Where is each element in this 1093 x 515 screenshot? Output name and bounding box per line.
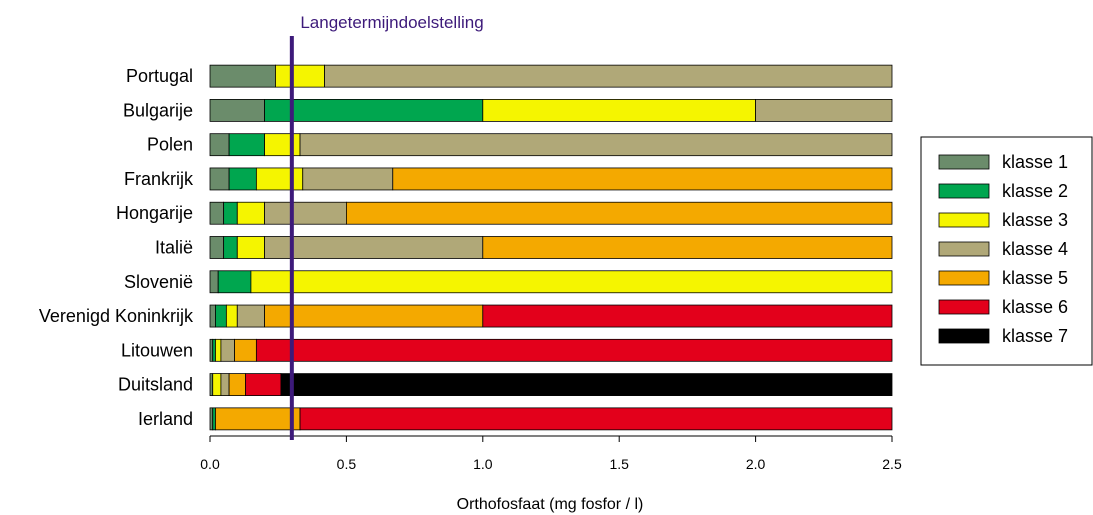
bar-segment-frankrijk-klasse-2	[228, 167, 257, 191]
x-axis-title: Orthofosfaat (mg fosfor / l)	[457, 496, 644, 513]
bar-segment-frankrijk-klasse-4	[302, 167, 394, 191]
bar-segment-frankrijk-klasse-1	[209, 167, 230, 191]
legend: klasse 1 klasse 2 klasse 3 klasse 4 klasse 5…	[920, 136, 1093, 366]
legend-label-klasse-1: klasse 1	[1002, 152, 1068, 172]
bar-segment-polen-klasse-4	[299, 133, 893, 157]
category-label-frankrijk: Frankrijk	[124, 169, 194, 189]
bar-segment-verenigd-koninkrijk-klasse-4	[236, 304, 265, 328]
category-label-polen: Polen	[147, 135, 193, 155]
legend-label-klasse-5: klasse 5	[1002, 268, 1068, 288]
bar-segment-frankrijk-klasse-5	[392, 167, 893, 191]
x-tick-label: 0.0	[200, 456, 220, 472]
bar-segment-hongarije-klasse-1	[209, 201, 225, 225]
x-axis: 0.0 0.5 1.0 1.5 2.0 2.5	[200, 435, 902, 472]
bar-segment-bulgarije-klasse-1	[209, 99, 265, 122]
bar-segment-verenigd-koninkrijk-klasse-3	[225, 304, 238, 328]
legend-label-klasse-3: klasse 3	[1002, 210, 1068, 230]
legend-label-klasse-6: klasse 6	[1002, 297, 1068, 317]
bar-segment-ierland-klasse-2	[212, 407, 216, 431]
category-label-ierland: Ierland	[138, 409, 193, 429]
bar-segment-slovenie-klasse-3	[250, 270, 893, 294]
bar-segment-litouwen-klasse-3	[215, 338, 222, 362]
legend-swatch-klasse-5	[938, 270, 990, 286]
bar-segment-portugal-klasse-3	[275, 64, 325, 88]
bar-segment-hongarije-klasse-3	[236, 201, 265, 225]
bar-segment-slovenie-klasse-2	[217, 270, 252, 294]
bar-segment-hongarije-klasse-4	[264, 201, 347, 225]
bar-segment-litouwen-klasse-5	[234, 338, 257, 362]
legend-swatch-klasse-2	[938, 183, 990, 199]
x-tick-label: 1.0	[473, 456, 493, 472]
x-tick-label: 0.5	[337, 456, 357, 472]
bar-segment-duitsland-klasse-1	[209, 373, 214, 396]
bar-segment-litouwen-klasse-2	[212, 338, 216, 362]
bar-segment-bulgarije-klasse-3	[482, 99, 756, 122]
reference-line-label: Langetermijndoelstelling	[300, 13, 483, 32]
category-label-verenigd-koninkrijk: Verenigd Koninkrijk	[39, 306, 194, 326]
bar-segment-hongarije-klasse-2	[223, 201, 238, 225]
legend-swatch-klasse-1	[938, 154, 990, 170]
bar-segment-italie-klasse-3	[236, 236, 265, 259]
bar-segment-italie-klasse-2	[223, 236, 238, 259]
bar-segment-verenigd-koninkrijk-klasse-2	[215, 304, 227, 328]
bar-segment-duitsland-klasse-4	[220, 373, 230, 396]
category-label-duitsland: Duitsland	[118, 375, 193, 395]
bar-segment-ierland-klasse-5	[215, 407, 301, 431]
x-tick-label: 2.0	[746, 456, 766, 472]
bar-segment-verenigd-koninkrijk-klasse-5	[264, 304, 484, 328]
bar-segment-verenigd-koninkrijk-klasse-6	[482, 304, 893, 328]
category-label-bulgarije: Bulgarije	[123, 100, 193, 120]
bar-segment-frankrijk-klasse-3	[255, 167, 304, 191]
category-labels: Portugal Bulgarije Polen Frankrijk Hongarije…	[39, 66, 194, 429]
legend-swatch-klasse-6	[938, 299, 990, 315]
bar-segment-litouwen-klasse-4	[220, 338, 235, 362]
category-label-litouwen: Litouwen	[121, 340, 193, 360]
bar-segment-duitsland-klasse-6	[245, 373, 282, 396]
legend-swatch-klasse-4	[938, 241, 990, 257]
category-label-hongarije: Hongarije	[116, 203, 193, 223]
bar-segment-slovenie-klasse-1	[209, 270, 219, 294]
legend-label-klasse-2: klasse 2	[1002, 181, 1068, 201]
bar-segment-duitsland-klasse-5	[228, 373, 246, 396]
legend-label-klasse-7: klasse 7	[1002, 326, 1068, 346]
category-label-slovenie: Slovenië	[124, 272, 193, 292]
bar-segment-litouwen-klasse-6	[255, 338, 893, 362]
legend-label-klasse-4: klasse 4	[1002, 239, 1068, 259]
bar-segment-polen-klasse-2	[228, 133, 265, 157]
bar-segment-italie-klasse-4	[264, 236, 484, 259]
bars-group	[209, 64, 893, 431]
bar-segment-bulgarije-klasse-4	[755, 99, 893, 122]
bar-segment-bulgarije-klasse-2	[264, 99, 484, 122]
bar-segment-italie-klasse-5	[482, 236, 893, 259]
bar-segment-portugal-klasse-4	[324, 64, 893, 88]
bar-segment-italie-klasse-1	[209, 236, 225, 259]
bar-segment-duitsland-klasse-3	[212, 373, 222, 396]
bar-segment-litouwen-klasse-1	[209, 338, 214, 362]
bar-segment-hongarije-klasse-5	[345, 201, 893, 225]
category-label-italie: Italië	[155, 238, 193, 258]
bar-segment-ierland-klasse-1	[209, 407, 214, 431]
bar-segment-portugal-klasse-1	[209, 64, 276, 88]
bar-segment-polen-klasse-1	[209, 133, 230, 157]
category-label-portugal: Portugal	[126, 66, 193, 86]
bar-segment-polen-klasse-3	[264, 133, 301, 157]
legend-swatch-klasse-7	[938, 328, 990, 344]
bar-segment-verenigd-koninkrijk-klasse-1	[209, 304, 216, 328]
x-tick-label: 2.5	[882, 456, 902, 472]
x-tick-label: 1.5	[609, 456, 629, 472]
legend-swatch-klasse-3	[938, 212, 990, 228]
bar-segment-duitsland-klasse-7	[280, 373, 893, 396]
bar-segment-ierland-klasse-6	[299, 407, 893, 431]
